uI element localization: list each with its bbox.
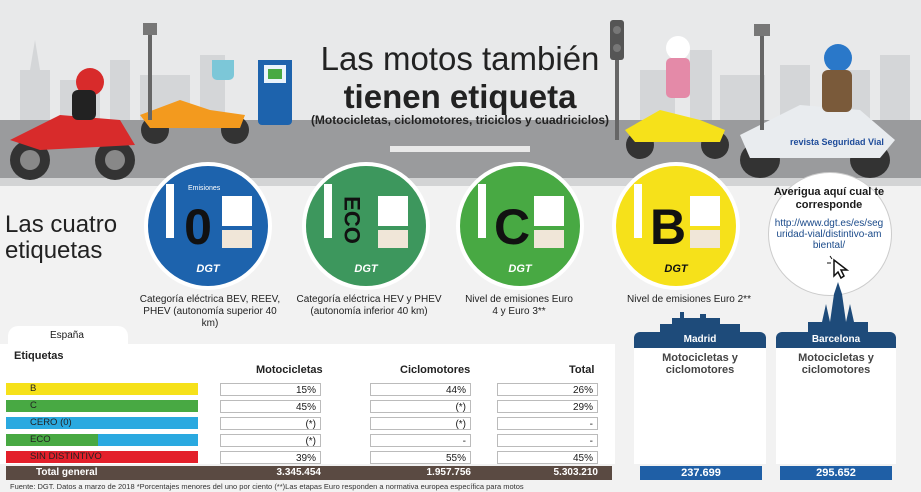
badge-b: B DGT	[612, 162, 740, 290]
table-cell-total: 26%	[497, 383, 598, 396]
col-header-etiquetas: Etiquetas	[14, 350, 64, 362]
badge-b-caption: Nivel de emisiones Euro 2**	[627, 294, 751, 305]
table-row-label: ECO	[6, 434, 198, 446]
title-line-2: tienen etiqueta	[343, 78, 577, 115]
badge-c-letter: C	[494, 199, 530, 255]
barcelona-col-header: Motocicletas y ciclomotores	[798, 352, 874, 376]
table-cell-moto: 39%	[220, 451, 321, 464]
badge-zero-caption: Categoría eléctrica BEV, REEV, PHEV (aut…	[139, 294, 281, 329]
total-row	[6, 466, 612, 480]
orange-scooter-icon	[140, 60, 249, 144]
table-cell-moto: 15%	[220, 383, 321, 396]
madrid-header: Madrid	[634, 332, 766, 348]
total-ciclo: 1.957.756	[426, 467, 472, 478]
street-lamp-icon	[143, 23, 157, 120]
total-label: Total general	[36, 467, 98, 478]
red-motorcycle-icon	[10, 68, 135, 180]
table-cell-total: -	[497, 434, 598, 447]
region-tab-espana: España	[8, 326, 128, 346]
cta-url-link[interactable]: http://www.dgt.es/es/seguridad-vial/dist…	[774, 218, 884, 251]
barcelona-panel	[776, 348, 896, 464]
table-cell-moto: (*)	[220, 434, 321, 447]
badge-eco: ECO DGT	[302, 162, 430, 290]
table-row-label: C	[6, 400, 198, 412]
footnote: Fuente: DGT. Datos a marzo de 2018 *Porc…	[10, 482, 524, 491]
badge-zero-letter: 0	[184, 199, 212, 255]
table-cell-total: 45%	[497, 451, 598, 464]
table-row-label: SIN DISTINTIVO	[6, 451, 198, 463]
logo-text: revista Seguridad Vial	[790, 137, 884, 147]
col-header-ciclomotores: Ciclomotores	[400, 364, 471, 376]
barcelona-header: Barcelona	[776, 332, 896, 348]
table-cell-ciclo: 44%	[370, 383, 471, 396]
cta-title: Averigua aquí cual te corresponde	[773, 186, 885, 211]
col-header-motocicletas: Motocicletas	[256, 364, 323, 376]
badge-eco-letter: ECO	[340, 196, 365, 244]
badge-b-letter: B	[650, 199, 686, 255]
table-cell-ciclo: (*)	[370, 417, 471, 430]
badge-c-brand: DGT	[508, 263, 533, 275]
barcelona-total: 295.652	[780, 466, 892, 480]
badge-zero-brand: DGT	[196, 263, 221, 275]
badge-eco-brand: DGT	[354, 263, 379, 275]
curb	[0, 178, 921, 186]
badge-b-brand: DGT	[664, 263, 689, 275]
police-motorcycle-icon: revista Seguridad Vial	[740, 44, 895, 178]
badges-group: Emisiones 0 DGT ECO DGT C DGT B DGT	[144, 162, 740, 290]
total-moto: 3.345.454	[276, 467, 322, 478]
motorcycle-illustrations-right: revista Seguridad Vial	[610, 20, 895, 178]
table-cell-ciclo: (*)	[370, 400, 471, 413]
title-line-1: Las motos también	[320, 40, 600, 77]
table-row-label: CERO (0)	[6, 417, 198, 429]
table-cell-ciclo: 55%	[370, 451, 471, 464]
table-cell-total: -	[497, 417, 598, 430]
cursor-click-icon	[827, 255, 850, 280]
badge-zero-top-label: Emisiones	[188, 185, 221, 192]
traffic-light-icon	[610, 20, 624, 140]
table-cell-moto: 45%	[220, 400, 321, 413]
table-cell-moto: (*)	[220, 417, 321, 430]
cta-circle	[768, 172, 892, 296]
barcelona-skyline-icon	[808, 282, 868, 334]
yellow-scooter-icon	[625, 36, 729, 159]
madrid-total: 237.699	[640, 466, 762, 480]
table-cell-ciclo: -	[370, 434, 471, 447]
madrid-skyline-icon	[660, 312, 740, 334]
total-total: 5.303.210	[553, 467, 599, 478]
section-title: Las cuatro etiquetas	[5, 211, 118, 264]
charging-station-icon	[258, 60, 292, 125]
motorcycle-illustrations-left	[10, 60, 292, 180]
badge-zero: Emisiones 0 DGT	[144, 162, 272, 290]
table-row-label: B	[6, 383, 198, 395]
badge-c-caption: Nivel de emisiones Euro 4 y Euro 3**	[465, 294, 573, 317]
subtitle: (Motocicletas, ciclomotores, triciclos y…	[310, 113, 610, 127]
madrid-col-header: Motocicletas y ciclomotores	[662, 352, 738, 376]
table-cell-total: 29%	[497, 400, 598, 413]
road-markings	[390, 146, 530, 152]
col-header-total: Total	[569, 364, 595, 376]
madrid-panel	[634, 348, 766, 464]
badge-eco-caption: Categoría eléctrica HEV y PHEV (autonomí…	[296, 294, 442, 317]
badge-c: C DGT	[456, 162, 584, 290]
